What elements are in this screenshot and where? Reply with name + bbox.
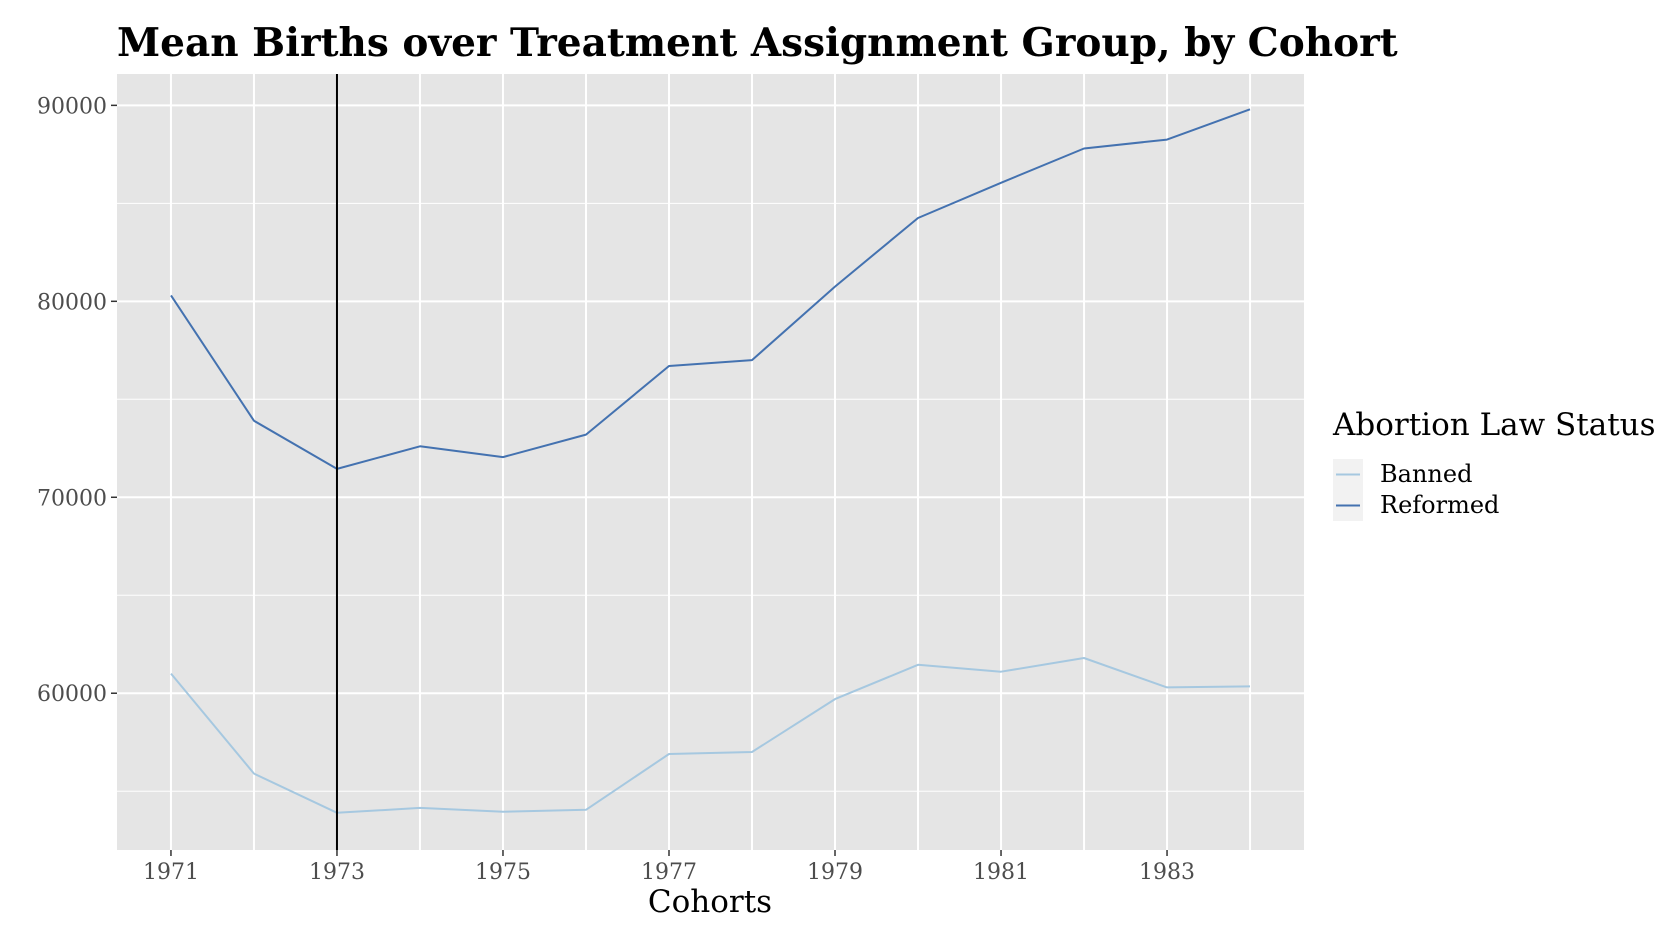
series-line-reformed xyxy=(170,108,1251,470)
y-tick-label: 60000 xyxy=(37,682,107,707)
y-tick-label: 90000 xyxy=(37,94,107,119)
y-tick-label: 80000 xyxy=(37,290,107,315)
legend-title: Abortion Law Status xyxy=(1332,407,1656,443)
x-tick-label: 1975 xyxy=(475,860,531,885)
legend-label: Banned xyxy=(1380,460,1472,488)
series-layer xyxy=(170,108,1251,814)
legend-label: Reformed xyxy=(1380,491,1499,519)
chart-title: Mean Births over Treatment Assignment Gr… xyxy=(117,20,1398,66)
legend-items: Banned Reformed xyxy=(1333,459,1499,521)
x-tick-label: 1981 xyxy=(973,860,1029,885)
y-tick-label: 70000 xyxy=(37,486,107,511)
x-tick-label: 1973 xyxy=(309,860,365,885)
series-line-banned xyxy=(170,657,1251,814)
x-tick-label: 1979 xyxy=(807,860,863,885)
x-tick-label: 1977 xyxy=(641,860,697,885)
plot-panel xyxy=(117,74,1304,850)
legend: Abortion Law Status Banned Reformed xyxy=(1332,407,1656,521)
x-axis-title: Cohorts xyxy=(648,884,772,920)
x-axis: 1971 1973 1975 1977 1979 1981 1983 xyxy=(143,850,1195,885)
grid-minor xyxy=(117,202,1304,792)
x-tick-label: 1983 xyxy=(1139,860,1195,885)
y-axis: 60000 70000 80000 90000 xyxy=(37,94,117,707)
x-tick-label: 1971 xyxy=(143,860,199,885)
grid-major xyxy=(117,74,1304,850)
